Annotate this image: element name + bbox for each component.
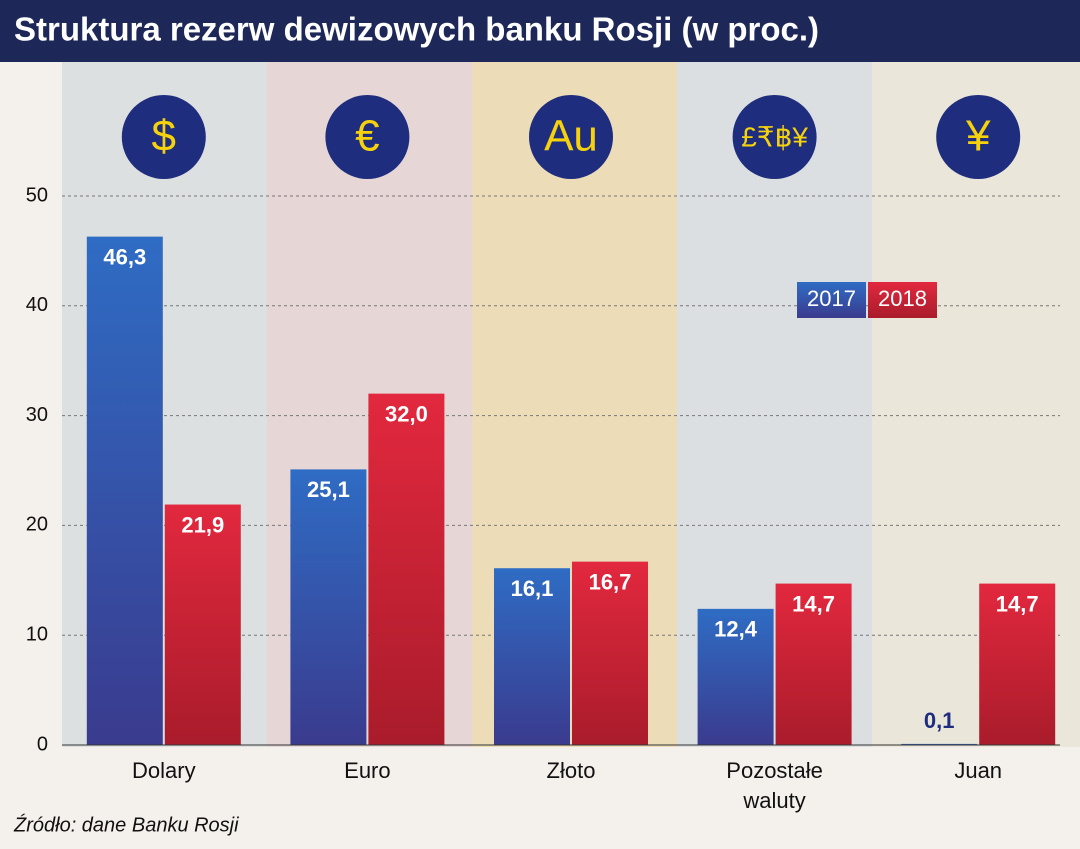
value-label: 0,1 (924, 708, 955, 733)
value-label: 21,9 (181, 512, 224, 537)
x-tick-label: Dolary (132, 758, 196, 783)
x-tick-label: Złoto (546, 758, 596, 783)
x-tick-label: Juan (954, 758, 1003, 783)
y-tick-label: 30 (26, 404, 48, 426)
value-label: 14,7 (792, 591, 835, 616)
y-tick-label: 50 (26, 184, 48, 206)
value-label: 16,1 (511, 576, 554, 601)
y-tick-label: 20 (26, 514, 48, 536)
icon: Au (544, 112, 598, 161)
header (0, 0, 1080, 62)
icon-circle (325, 95, 410, 179)
icon-circle (121, 95, 206, 179)
x-tick-label: Euro (344, 758, 391, 783)
bar (86, 236, 163, 745)
bar (290, 469, 367, 745)
y-tick-label: 10 (26, 623, 48, 645)
value-label: 46,3 (103, 244, 146, 269)
value-label: 12,4 (714, 617, 758, 642)
bar (572, 561, 648, 745)
bar (697, 608, 774, 745)
bar (901, 743, 978, 745)
icon: $ (152, 112, 176, 161)
value-label: 14,7 (996, 591, 1039, 616)
x-tick-label: Pozostałe waluty (726, 758, 823, 813)
legend-swatch (797, 282, 866, 318)
legend-swatch (868, 282, 937, 318)
bar (494, 568, 570, 745)
icon: ¥ (965, 112, 991, 161)
legend-label: 2018 (878, 286, 927, 311)
chart-title: Struktura rezerw dewizowych banku Rosji … (14, 11, 819, 48)
source: Źródło: dane Banku Rosji (13, 813, 239, 836)
y-tick-label: 40 (26, 294, 48, 316)
icon: € (355, 112, 379, 161)
icon: £₹฿¥ (741, 121, 808, 152)
value-label: 32,0 (385, 401, 428, 426)
bar (164, 504, 241, 745)
value-label: 16,7 (589, 569, 632, 594)
icon-circle (529, 95, 613, 179)
y-tick-label: 0 (37, 733, 48, 755)
icon-circle (936, 95, 1021, 179)
bar (368, 393, 445, 745)
bar (775, 583, 852, 745)
bar (979, 583, 1056, 745)
legend-label: 2017 (807, 286, 856, 311)
value-label: 25,1 (307, 477, 350, 502)
icon-circle (732, 95, 817, 179)
